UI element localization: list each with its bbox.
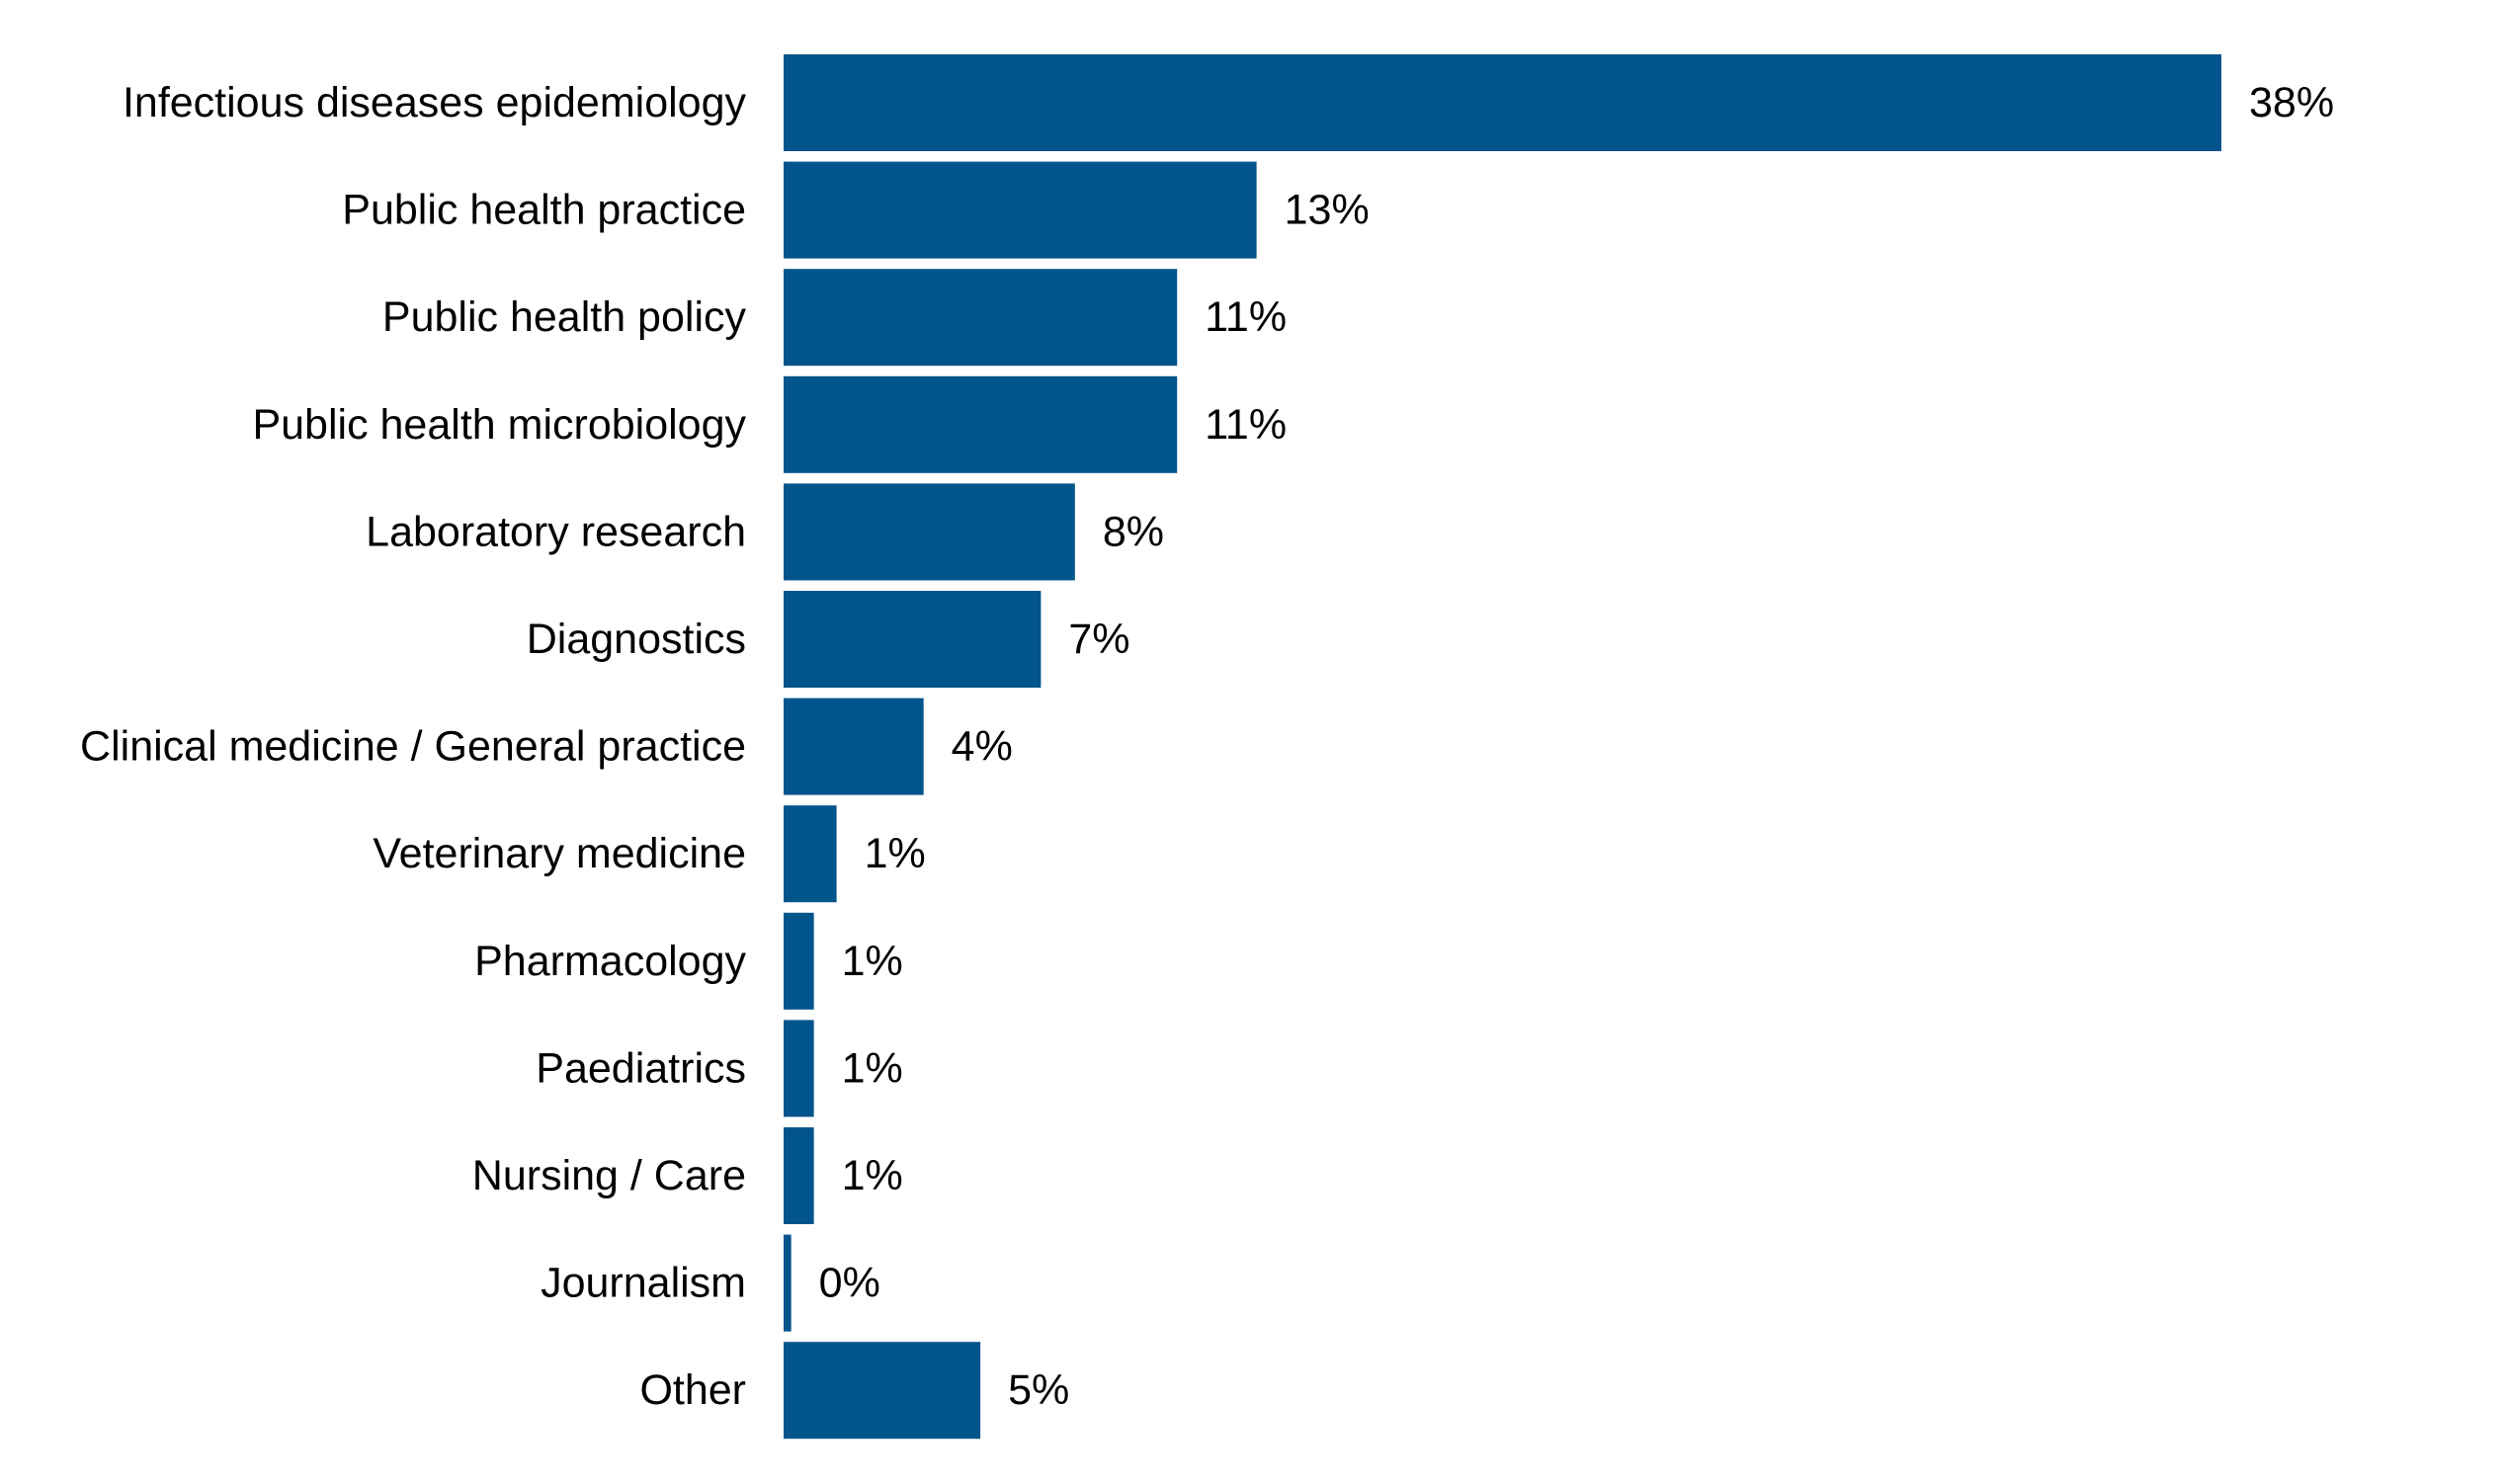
category-label: Infectious diseases epidemiology bbox=[123, 79, 747, 126]
bar-4 bbox=[784, 483, 1075, 581]
bar-0 bbox=[784, 54, 2221, 151]
bar-3 bbox=[784, 375, 1178, 473]
value-label: 8% bbox=[1103, 508, 1164, 555]
value-label: 5% bbox=[1008, 1366, 1069, 1414]
bar-6 bbox=[784, 698, 924, 795]
value-label: 11% bbox=[1205, 293, 1287, 341]
value-label: 4% bbox=[952, 723, 1013, 771]
value-label: 1% bbox=[865, 830, 926, 877]
value-label: 0% bbox=[819, 1260, 880, 1307]
category-label: Veterinary medicine bbox=[373, 830, 746, 877]
bar-10 bbox=[784, 1127, 814, 1224]
bar-12 bbox=[784, 1342, 981, 1440]
value-label: 7% bbox=[1068, 616, 1129, 663]
category-label: Other bbox=[639, 1366, 746, 1414]
category-label: Public health microbiology bbox=[252, 401, 746, 449]
value-label: 13% bbox=[1285, 187, 1370, 234]
value-labels: 38% 13% 11% 11% 8% 7% 4% 1% 1% 1% 1% 0% 5% bbox=[819, 79, 2334, 1414]
category-label: Laboratory research bbox=[366, 508, 746, 555]
category-label: Public health practice bbox=[342, 187, 746, 234]
category-label: Pharmacology bbox=[474, 938, 746, 985]
category-label: Paediatrics bbox=[536, 1044, 746, 1092]
bar-7 bbox=[784, 805, 837, 903]
bar-2 bbox=[784, 269, 1178, 367]
category-label: Nursing / Care bbox=[472, 1152, 746, 1199]
value-label: 11% bbox=[1205, 401, 1287, 449]
value-label: 1% bbox=[842, 938, 903, 985]
bar-1 bbox=[784, 161, 1257, 259]
category-label: Journalism bbox=[541, 1260, 746, 1307]
bar-11 bbox=[784, 1234, 792, 1332]
bar-9 bbox=[784, 1020, 814, 1117]
bar-8 bbox=[784, 912, 814, 1010]
value-label: 1% bbox=[842, 1152, 903, 1199]
category-label: Diagnostics bbox=[527, 616, 746, 663]
value-label: 38% bbox=[2249, 79, 2334, 126]
bar-5 bbox=[784, 591, 1042, 688]
category-label: Public health policy bbox=[382, 293, 747, 341]
value-label: 1% bbox=[842, 1044, 903, 1092]
category-label: Clinical medicine / General practice bbox=[80, 723, 746, 771]
category-labels: Infectious diseases epidemiology Public h… bbox=[80, 79, 746, 1414]
bars-group bbox=[784, 54, 2221, 1440]
